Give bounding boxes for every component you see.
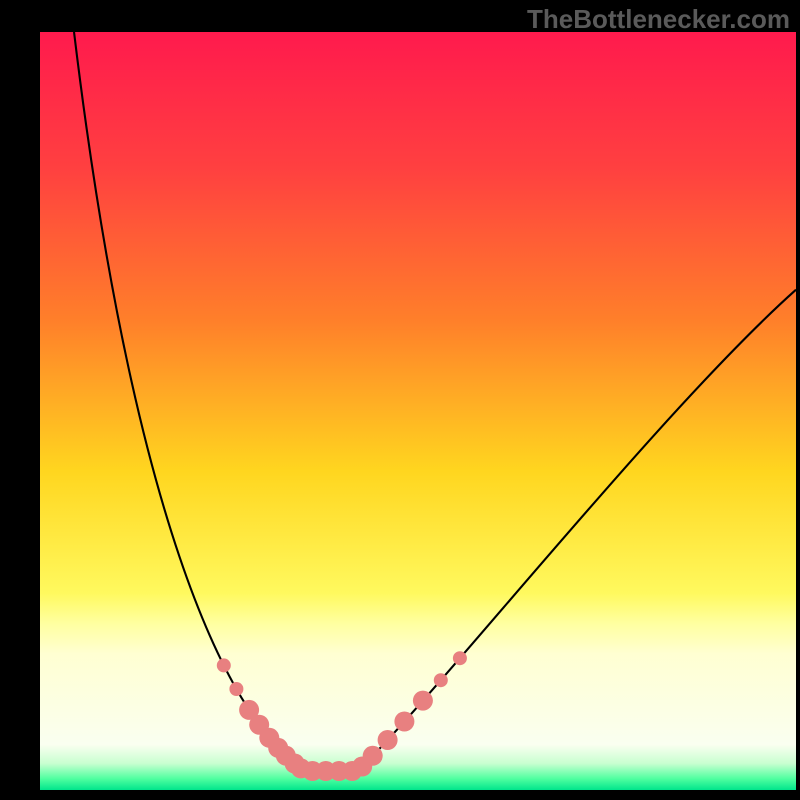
chart-container: { "canvas": { "width": 800, "height": 80… xyxy=(0,0,800,800)
curve-marker xyxy=(378,730,398,750)
bottleneck-curve-chart xyxy=(0,0,800,800)
curve-marker xyxy=(394,712,414,732)
curve-marker xyxy=(413,691,433,711)
curve-marker xyxy=(217,658,231,672)
plot-background xyxy=(40,32,796,790)
curve-marker xyxy=(453,651,467,665)
curve-marker xyxy=(434,673,448,687)
curve-marker xyxy=(229,682,243,696)
curve-marker xyxy=(363,746,383,766)
watermark-text: TheBottlenecker.com xyxy=(527,4,790,35)
